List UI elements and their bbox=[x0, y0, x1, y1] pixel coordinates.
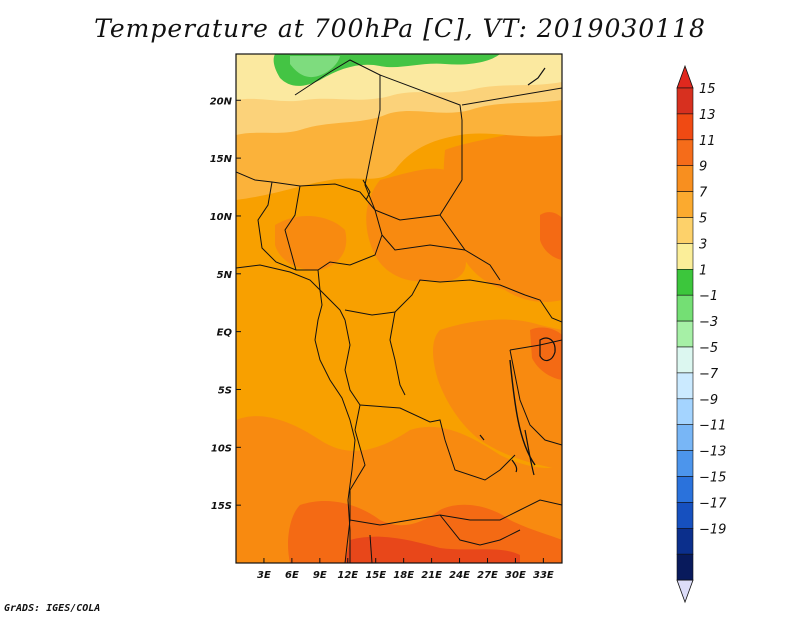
colorbar-label: −11 bbox=[699, 419, 726, 434]
colorbar-swatch bbox=[676, 165, 694, 192]
colorbar-label: −19 bbox=[699, 522, 726, 537]
colorbar-label: 11 bbox=[699, 134, 716, 149]
colorbar-swatch bbox=[676, 424, 694, 451]
x-tick-label: 27E bbox=[477, 570, 498, 581]
colorbar-label: −15 bbox=[699, 471, 726, 486]
colorbar-label: −13 bbox=[699, 445, 726, 460]
x-tick-label: 9E bbox=[313, 570, 327, 581]
colorbar-swatch bbox=[676, 217, 694, 244]
y-tick-label: 5S bbox=[218, 385, 232, 396]
field-13-15-lakes bbox=[530, 327, 562, 380]
colorbar-label: 3 bbox=[699, 237, 707, 252]
colorbar-label: −3 bbox=[699, 315, 718, 330]
colorbar-swatch bbox=[676, 450, 694, 477]
x-tick-label: 15E bbox=[365, 570, 386, 581]
y-tick-label: 15N bbox=[210, 154, 233, 165]
colorbar-swatch bbox=[676, 320, 694, 348]
colorbar-label: 7 bbox=[699, 186, 708, 201]
colorbar-swatch bbox=[676, 191, 694, 218]
x-tick-label: 3E bbox=[257, 570, 271, 581]
credit-text: GrADS: IGES/COLA bbox=[4, 603, 101, 614]
colorbar-top-arrow bbox=[676, 64, 694, 89]
colorbar-swatch bbox=[676, 243, 694, 270]
y-tick-label: 10N bbox=[210, 212, 233, 223]
y-tick-label: 15S bbox=[211, 501, 232, 512]
colorbar-bottom-arrow bbox=[676, 579, 694, 604]
colorbar-label: −17 bbox=[699, 496, 727, 511]
colorbar-swatch bbox=[676, 346, 694, 374]
country-borders bbox=[236, 59, 562, 563]
map-title: Temperature at 700hPa [C], VT: 201903011… bbox=[94, 14, 706, 43]
colorbar-swatch bbox=[676, 372, 694, 400]
x-tick-label: 33E bbox=[533, 570, 554, 581]
x-tick-label: 24E bbox=[449, 570, 470, 581]
colorbar-swatch bbox=[676, 527, 694, 555]
x-tick-label: 12E bbox=[337, 570, 358, 581]
x-axis-ticks: 3E 6E 9E 12E 15E 18E 21E 24E 27E 30E 33E bbox=[257, 558, 554, 581]
colorbar-swatch bbox=[676, 553, 694, 581]
field-11-13-central bbox=[366, 168, 466, 282]
colorbar-label: 13 bbox=[699, 108, 716, 123]
colorbar-label: 1 bbox=[699, 263, 707, 278]
colorbar-label: 5 bbox=[699, 212, 707, 227]
colorbar-swatch bbox=[676, 502, 694, 529]
colorbar-swatch bbox=[676, 476, 694, 503]
colorbar-swatch bbox=[676, 87, 694, 115]
field-11-13-east bbox=[443, 120, 562, 302]
colorbar-label: 9 bbox=[699, 160, 707, 175]
colorbar-swatch bbox=[676, 113, 694, 141]
colorbar: 15 13 11 9 7 5 3 1 −1 −3 −5 −7 −9 −11 −13 −15 −17 −19 bbox=[676, 64, 727, 604]
field-minus1-1-north bbox=[290, 56, 340, 78]
field-11-13-eastmid bbox=[433, 319, 562, 470]
colorbar-swatch bbox=[676, 398, 694, 425]
colorbar-label: −1 bbox=[699, 289, 718, 304]
field-13-15-east bbox=[540, 212, 562, 260]
colorbar-label: −9 bbox=[699, 393, 718, 408]
y-tick-label: 20N bbox=[210, 96, 233, 107]
colorbar-label: −5 bbox=[699, 341, 718, 356]
y-tick-label: 10S bbox=[211, 443, 232, 454]
x-tick-label: 18E bbox=[393, 570, 414, 581]
y-axis-ticks: 20N 15N 10N 5N EQ 5S 10S 15S bbox=[210, 96, 241, 512]
field-above-15 bbox=[345, 536, 520, 563]
colorbar-label: 15 bbox=[699, 82, 716, 97]
colorbar-swatch bbox=[676, 139, 694, 167]
y-tick-label: EQ bbox=[217, 328, 233, 339]
x-tick-label: 30E bbox=[505, 570, 526, 581]
x-tick-label: 6E bbox=[285, 570, 299, 581]
colorbar-label: −7 bbox=[699, 367, 719, 382]
x-tick-label: 21E bbox=[421, 570, 442, 581]
map-frame bbox=[235, 53, 563, 564]
y-tick-label: 5N bbox=[217, 270, 233, 281]
colorbar-swatch bbox=[676, 294, 694, 322]
colorbar-swatch bbox=[676, 268, 694, 296]
